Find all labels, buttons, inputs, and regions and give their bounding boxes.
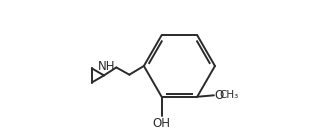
Text: O: O [214,89,224,102]
Text: NH: NH [98,60,116,73]
Text: CH₃: CH₃ [219,90,239,100]
Text: OH: OH [153,117,171,130]
